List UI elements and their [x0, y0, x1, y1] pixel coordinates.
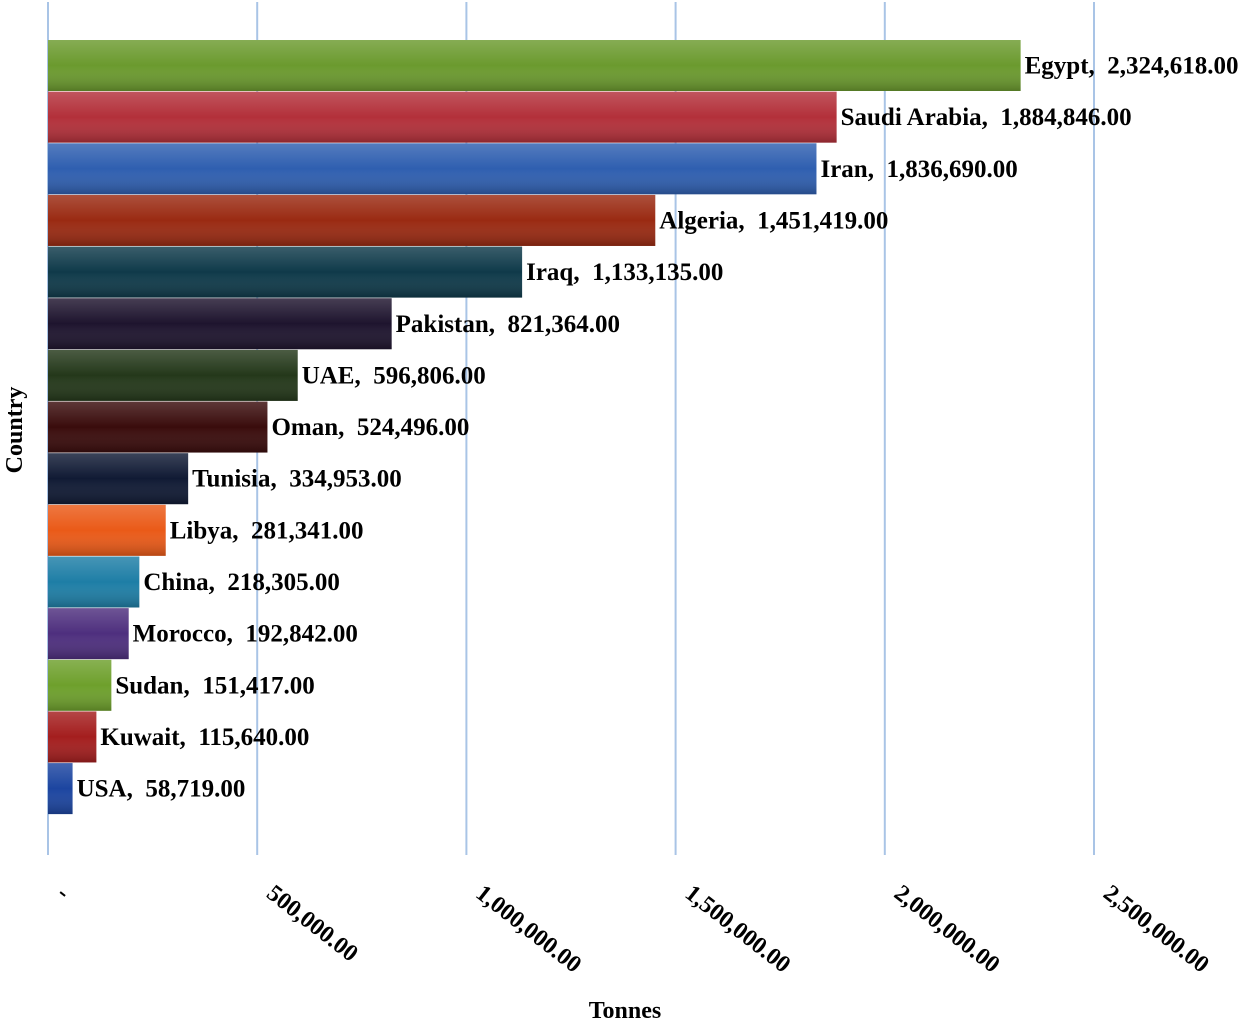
bar-shading-iraq	[48, 246, 523, 298]
data-label-egypt: Egypt, 2,324,618.00	[1025, 53, 1239, 80]
x-tick-label-500-000-00: 500,000.00	[262, 880, 363, 967]
x-axis-title: Tonnes	[589, 998, 662, 1023]
bar-shading-morocco	[48, 608, 129, 660]
data-label-iran: Iran, 1,836,690.00	[820, 156, 1017, 183]
data-label-category: USA,	[77, 776, 146, 803]
x-tick-label-2-000-000-00: 2,000,000.00	[889, 880, 1004, 978]
data-label-value: 1,133,135.00	[592, 259, 723, 286]
data-label-value: 2,324,618.00	[1107, 53, 1238, 80]
data-label-value: 524,496.00	[357, 414, 470, 441]
bar-shading-saudi-arabia	[48, 91, 837, 143]
bar-shading-usa	[48, 763, 73, 815]
data-label-libya: Libya, 281,341.00	[170, 517, 364, 544]
bar-shading-tunisia	[48, 453, 189, 505]
data-label-value: 1,884,846.00	[1000, 104, 1131, 131]
x-tick-label-1-000-000-00: 1,000,000.00	[471, 880, 586, 978]
data-label-value: 58,719.00	[145, 776, 245, 803]
data-label-value: 1,451,419.00	[757, 207, 888, 234]
data-label-oman: Oman, 524,496.00	[271, 414, 469, 441]
x-tick-label-: -	[52, 880, 74, 905]
x-axis-ticks: - 500,000.00 1,000,000.00 1,500,000.00 2,000…	[52, 880, 1213, 978]
data-label-kuwait: Kuwait, 115,640.00	[100, 724, 309, 751]
data-label-category: Sudan,	[115, 672, 202, 699]
data-label-category: UAE,	[302, 362, 374, 389]
data-label-value: 334,953.00	[289, 466, 402, 493]
data-label-value: 596,806.00	[373, 362, 486, 389]
y-axis-title: Country	[2, 387, 28, 474]
data-label-category: Tunisia,	[192, 466, 289, 493]
x-tick-label-2-500-000-00: 2,500,000.00	[1098, 880, 1213, 978]
data-label-category: Oman,	[271, 414, 356, 441]
bar-shading-libya	[48, 504, 166, 556]
data-label-sudan: Sudan, 151,417.00	[115, 672, 314, 699]
bar-shading-egypt	[48, 40, 1021, 91]
bar-shading-uae	[48, 349, 298, 401]
data-label-category: China,	[143, 569, 227, 596]
bar-labels: Egypt, 2,324,618.00 Saudi Arabia, 1,884,8…	[77, 53, 1239, 803]
data-label-usa: USA, 58,719.00	[77, 776, 246, 803]
data-label-tunisia: Tunisia, 334,953.00	[192, 466, 402, 493]
data-label-category: Morocco,	[133, 621, 246, 648]
data-label-value: 218,305.00	[227, 569, 340, 596]
bars	[48, 40, 1021, 815]
data-label-pakistan: Pakistan, 821,364.00	[396, 311, 620, 338]
data-label-category: Saudi Arabia,	[841, 104, 1001, 131]
data-label-value: 281,341.00	[251, 517, 364, 544]
data-label-iraq: Iraq, 1,133,135.00	[526, 259, 723, 286]
data-label-category: Iraq,	[526, 259, 592, 286]
bar-shading-china	[48, 556, 140, 608]
data-label-category: Pakistan,	[396, 311, 508, 338]
bar-shading-algeria	[48, 194, 656, 246]
bar-shading-kuwait	[48, 711, 97, 763]
data-label-saudi-arabia: Saudi Arabia, 1,884,846.00	[841, 104, 1132, 131]
bar-shading-sudan	[48, 659, 112, 711]
bar-shading-iran	[48, 143, 817, 195]
data-label-value: 821,364.00	[508, 311, 621, 338]
data-label-category: Iran,	[820, 156, 886, 183]
data-label-china: China, 218,305.00	[143, 569, 340, 596]
data-label-value: 192,842.00	[245, 621, 358, 648]
bar-shading-pakistan	[48, 298, 392, 350]
data-label-uae: UAE, 596,806.00	[302, 362, 486, 389]
data-label-category: Kuwait,	[100, 724, 198, 751]
data-label-algeria: Algeria, 1,451,419.00	[659, 207, 888, 234]
data-label-morocco: Morocco, 192,842.00	[133, 621, 358, 648]
data-label-value: 1,836,690.00	[886, 156, 1017, 183]
data-label-value: 151,417.00	[202, 672, 315, 699]
data-label-category: Egypt,	[1025, 53, 1108, 80]
data-label-category: Libya,	[170, 517, 251, 544]
data-label-category: Algeria,	[659, 207, 757, 234]
data-label-value: 115,640.00	[198, 724, 309, 751]
x-tick-label-1-500-000-00: 1,500,000.00	[680, 880, 795, 978]
bar-shading-oman	[48, 401, 268, 453]
